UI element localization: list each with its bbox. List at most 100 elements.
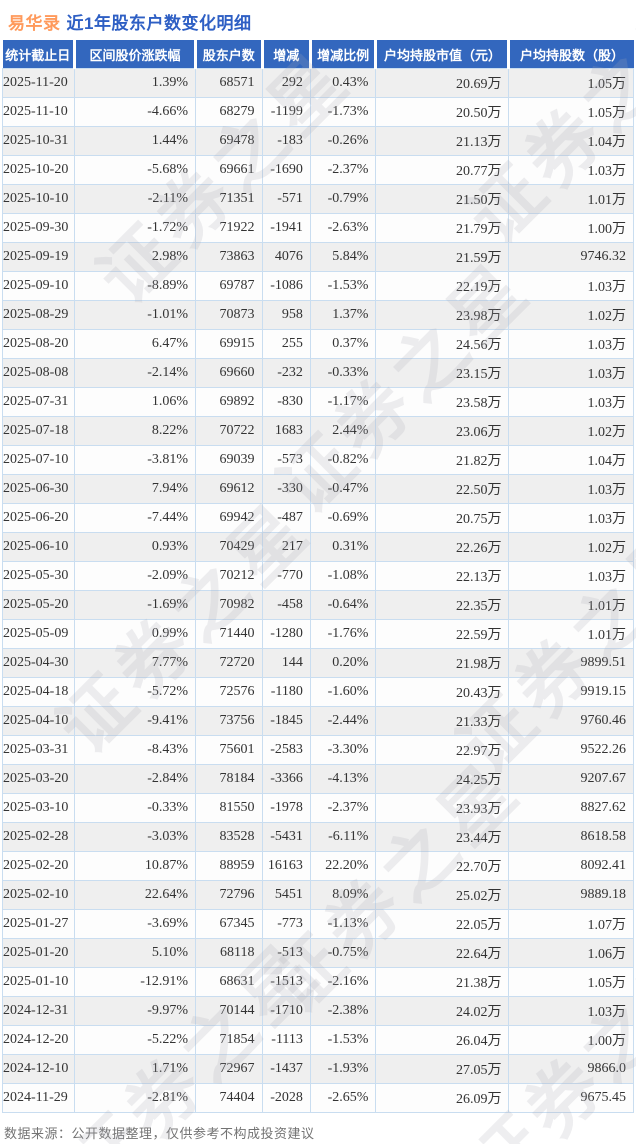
cell-col6: 1.03万: [508, 474, 634, 504]
cell-col4: -2.38%: [309, 996, 377, 1026]
cell-col2: 69915: [195, 329, 263, 359]
table-row: 2025-04-10 -9.41% 73756 -1845 -2.44% 21.33万 97…: [1, 706, 634, 736]
cell-col2: 69892: [195, 387, 263, 417]
table-row: 2024-12-20 -5.22% 71854 -1113 -1.53% 26.04万 1.…: [1, 1025, 634, 1055]
cell-col0: 2024-12-31: [1, 996, 76, 1026]
cell-col2: 68571: [195, 68, 263, 98]
cell-col5: 23.58万: [375, 387, 510, 417]
table-row: 2025-04-30 7.77% 72720 144 0.20% 21.98万 9899.5…: [1, 648, 634, 678]
cell-col3: 292: [261, 68, 311, 98]
cell-col0: 2025-10-10: [1, 184, 76, 214]
cell-col5: 21.13万: [375, 126, 510, 156]
stock-name: 易华录: [8, 14, 61, 33]
cell-col0: 2025-03-20: [1, 764, 76, 794]
table-row: 2025-01-27 -3.69% 67345 -773 -1.13% 22.05万 1.0…: [1, 909, 634, 939]
column-header-5: 户均持股市值（元）: [374, 40, 509, 69]
cell-col6: 1.01万: [508, 619, 634, 649]
cell-col1: 7.94%: [74, 474, 197, 504]
cell-col4: -1.73%: [309, 97, 377, 127]
cell-col3: -1280: [261, 619, 311, 649]
cell-col5: 21.33万: [375, 706, 510, 736]
cell-col2: 68279: [195, 97, 263, 127]
header-row: 统计截止日 区间股价涨跌幅 股东户数 增减 增减比例 户均持股市值（元） 户均持股数（股）: [2, 40, 634, 69]
cell-col4: 2.44%: [309, 416, 377, 446]
column-header-1: 区间股价涨跌幅: [73, 40, 196, 69]
cell-col5: 22.70万: [375, 851, 510, 881]
cell-col3: -773: [261, 909, 311, 939]
table-row: 2025-01-10 -12.91% 68631 -1513 -2.16% 21.38万 1…: [1, 967, 634, 997]
cell-col1: -1.69%: [74, 590, 197, 620]
cell-col3: -458: [261, 590, 311, 620]
cell-col0: 2025-01-10: [1, 967, 76, 997]
cell-col2: 83528: [195, 822, 263, 852]
cell-col0: 2025-11-10: [1, 97, 76, 127]
cell-col3: -1513: [261, 967, 311, 997]
cell-col6: 1.05万: [508, 68, 634, 98]
cell-col3: -1199: [261, 97, 311, 127]
cell-col0: 2025-06-30: [1, 474, 76, 504]
cell-col5: 20.50万: [375, 97, 510, 127]
cell-col2: 69942: [195, 503, 263, 533]
cell-col0: 2025-05-09: [1, 619, 76, 649]
cell-col0: 2025-02-28: [1, 822, 76, 852]
cell-col3: -513: [261, 938, 311, 968]
cell-col0: 2025-03-10: [1, 793, 76, 823]
cell-col3: -1941: [261, 213, 311, 243]
cell-col0: 2024-12-20: [1, 1025, 76, 1055]
cell-col1: 1.44%: [74, 126, 197, 156]
cell-col2: 69039: [195, 445, 263, 475]
cell-col5: 23.15万: [375, 358, 510, 388]
cell-col3: 958: [261, 300, 311, 330]
cell-col0: 2025-03-31: [1, 735, 76, 765]
cell-col2: 71351: [195, 184, 263, 214]
cell-col1: 8.22%: [74, 416, 197, 446]
table-row: 2025-10-31 1.44% 69478 -183 -0.26% 21.13万 1.04…: [1, 126, 634, 156]
cell-col5: 21.50万: [375, 184, 510, 214]
cell-col3: -770: [261, 561, 311, 591]
cell-col5: 22.64万: [375, 938, 510, 968]
cell-col0: 2025-10-31: [1, 126, 76, 156]
cell-col5: 22.05万: [375, 909, 510, 939]
cell-col4: -1.17%: [309, 387, 377, 417]
table-row: 2025-02-20 10.87% 88959 16163 22.20% 22.70万 80…: [1, 851, 634, 881]
cell-col4: -2.16%: [309, 967, 377, 997]
cell-col6: 1.05万: [508, 967, 634, 997]
cell-col1: -5.72%: [74, 677, 197, 707]
cell-col2: 71854: [195, 1025, 263, 1055]
table-row: 2025-10-10 -2.11% 71351 -571 -0.79% 21.50万 1.0…: [1, 184, 634, 214]
cell-col1: -1.01%: [74, 300, 197, 330]
cell-col5: 22.59万: [375, 619, 510, 649]
cell-col5: 20.75万: [375, 503, 510, 533]
cell-col1: -5.68%: [74, 155, 197, 185]
cell-col3: 4076: [261, 242, 311, 272]
cell-col5: 22.19万: [375, 271, 510, 301]
cell-col6: 1.03万: [508, 155, 634, 185]
cell-col2: 70873: [195, 300, 263, 330]
cell-col2: 70212: [195, 561, 263, 591]
cell-col3: 16163: [261, 851, 311, 881]
cell-col1: 0.99%: [74, 619, 197, 649]
cell-col2: 70722: [195, 416, 263, 446]
cell-col3: -830: [261, 387, 311, 417]
cell-col5: 26.09万: [375, 1083, 510, 1113]
cell-col2: 72967: [195, 1054, 263, 1084]
cell-col5: 22.35万: [375, 590, 510, 620]
cell-col4: -1.60%: [309, 677, 377, 707]
table-body: 2025-11-20 1.39% 68571 292 0.43% 20.69万 1.05万 2…: [1, 68, 634, 1113]
cell-col3: 144: [261, 648, 311, 678]
cell-col5: 20.43万: [375, 677, 510, 707]
cell-col6: 1.03万: [508, 271, 634, 301]
cell-col4: -1.93%: [309, 1054, 377, 1084]
cell-col0: 2025-01-20: [1, 938, 76, 968]
cell-col0: 2025-06-20: [1, 503, 76, 533]
title-text: 近1年股东户数变化明细: [66, 14, 252, 33]
cell-col6: 9522.26: [508, 735, 634, 765]
table-row: 2024-11-29 -2.81% 74404 -2028 -2.65% 26.09万 96…: [1, 1083, 634, 1113]
cell-col2: 72796: [195, 880, 263, 910]
cell-col0: 2024-12-10: [1, 1054, 76, 1084]
cell-col2: 68631: [195, 967, 263, 997]
cell-col3: 255: [261, 329, 311, 359]
cell-col0: 2025-02-10: [1, 880, 76, 910]
cell-col1: -2.81%: [74, 1083, 197, 1113]
cell-col6: 8827.62: [508, 793, 634, 823]
